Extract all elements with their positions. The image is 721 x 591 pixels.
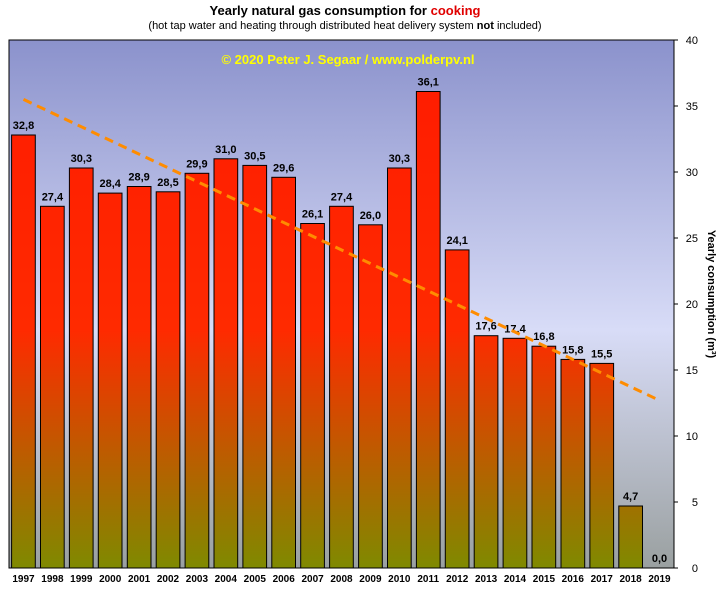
value-label-2004: 31,0 — [215, 144, 236, 156]
y-tick-25: 25 — [686, 233, 698, 245]
bar-1998 — [40, 205, 65, 569]
value-label-1999: 30,3 — [71, 153, 92, 165]
chart-title-text: Yearly natural gas consumption for — [209, 3, 427, 18]
value-label-2011: 36,1 — [417, 77, 438, 89]
x-tick-1999: 1999 — [70, 574, 93, 585]
bar-2004 — [213, 158, 239, 569]
bar-2009 — [358, 224, 383, 569]
bar-2000 — [97, 192, 123, 569]
x-tick-1997: 1997 — [12, 574, 35, 585]
x-tick-2012: 2012 — [446, 574, 469, 585]
bar-2008 — [329, 205, 354, 569]
value-label-2013: 17,6 — [475, 321, 496, 333]
x-tick-2017: 2017 — [591, 574, 614, 585]
y-tick-30: 30 — [686, 167, 698, 179]
x-tick-2007: 2007 — [301, 574, 324, 585]
x-tick-2004: 2004 — [215, 574, 238, 585]
value-label-2016: 15,8 — [562, 344, 583, 356]
value-label-2018: 4,7 — [623, 491, 638, 503]
x-tick-2016: 2016 — [562, 574, 585, 585]
y-tick-15: 15 — [686, 365, 698, 377]
bar-2002 — [155, 191, 181, 569]
x-tick-2003: 2003 — [186, 574, 209, 585]
x-tick-2006: 2006 — [273, 574, 296, 585]
x-tick-2005: 2005 — [244, 574, 267, 585]
bar-2013 — [473, 335, 499, 569]
y-tick-0: 0 — [692, 563, 698, 575]
bar-2018 — [618, 505, 643, 569]
value-label-2008: 27,4 — [331, 191, 353, 203]
bar-2016 — [560, 358, 586, 569]
bar-2003 — [184, 172, 210, 569]
x-tick-2015: 2015 — [533, 574, 556, 585]
chart-title: Yearly natural gas consumption for cooki… — [0, 3, 690, 19]
y-tick-35: 35 — [686, 101, 698, 113]
y-tick-5: 5 — [692, 497, 698, 509]
value-label-2002: 28,5 — [157, 177, 178, 189]
value-label-2017: 15,5 — [591, 348, 612, 360]
value-label-1997: 32,8 — [13, 120, 34, 132]
value-label-2007: 26,1 — [302, 209, 323, 221]
bar-2001 — [126, 186, 152, 569]
bar-2015 — [531, 345, 557, 569]
chart-subtitle: (hot tap water and heating through distr… — [0, 19, 690, 33]
x-tick-2010: 2010 — [388, 574, 411, 585]
subtitle-part-1: (hot tap water and heating through distr… — [148, 20, 474, 32]
value-label-2001: 28,9 — [128, 172, 149, 184]
x-tick-2000: 2000 — [99, 574, 122, 585]
subtitle-part-2: included) — [496, 20, 542, 32]
x-tick-2011: 2011 — [417, 574, 439, 585]
bar-2007 — [300, 223, 325, 569]
value-label-2019: 0,0 — [652, 553, 667, 565]
value-label-2005: 30,5 — [244, 150, 265, 162]
value-label-2010: 30,3 — [389, 153, 410, 165]
x-tick-2018: 2018 — [619, 574, 642, 585]
x-tick-2002: 2002 — [157, 574, 180, 585]
subtitle-bold: not — [476, 20, 494, 32]
value-label-2014: 17,4 — [504, 323, 526, 335]
bar-2010 — [387, 167, 412, 569]
bar-1997 — [11, 134, 36, 569]
x-tick-2009: 2009 — [359, 574, 382, 585]
value-label-2012: 24,1 — [446, 235, 467, 247]
bar-2011 — [415, 91, 441, 569]
value-label-2003: 29,9 — [186, 158, 207, 170]
value-label-2015: 16,8 — [533, 331, 554, 343]
bar-1999 — [68, 167, 94, 569]
y-axis-label: Yearly consumption (m³) — [705, 230, 717, 359]
y-tick-10: 10 — [686, 431, 698, 443]
x-tick-2001: 2001 — [128, 574, 151, 585]
trend-line — [22, 98, 661, 402]
x-tick-2014: 2014 — [504, 574, 527, 585]
y-tick-20: 20 — [686, 299, 698, 311]
value-label-2009: 26,0 — [360, 210, 381, 222]
y-tick-40: 40 — [686, 35, 698, 47]
copyright-watermark: © 2020 Peter J. Segaar / www.polderpv.nl — [221, 52, 474, 67]
value-label-1998: 27,4 — [42, 191, 64, 203]
bar-2012 — [444, 249, 470, 569]
x-tick-2013: 2013 — [475, 574, 498, 585]
bar-2005 — [242, 164, 268, 569]
chart-title-block: Yearly natural gas consumption for cooki… — [0, 3, 690, 33]
chart-title-highlight: cooking — [430, 3, 481, 18]
bar-2006 — [271, 176, 296, 569]
x-tick-2008: 2008 — [330, 574, 353, 585]
x-tick-1998: 1998 — [41, 574, 64, 585]
bar-2017 — [589, 362, 615, 569]
value-label-2006: 29,6 — [273, 162, 294, 174]
x-tick-2019: 2019 — [648, 574, 671, 585]
value-label-2000: 28,4 — [99, 178, 121, 190]
bar-2014 — [502, 337, 528, 569]
